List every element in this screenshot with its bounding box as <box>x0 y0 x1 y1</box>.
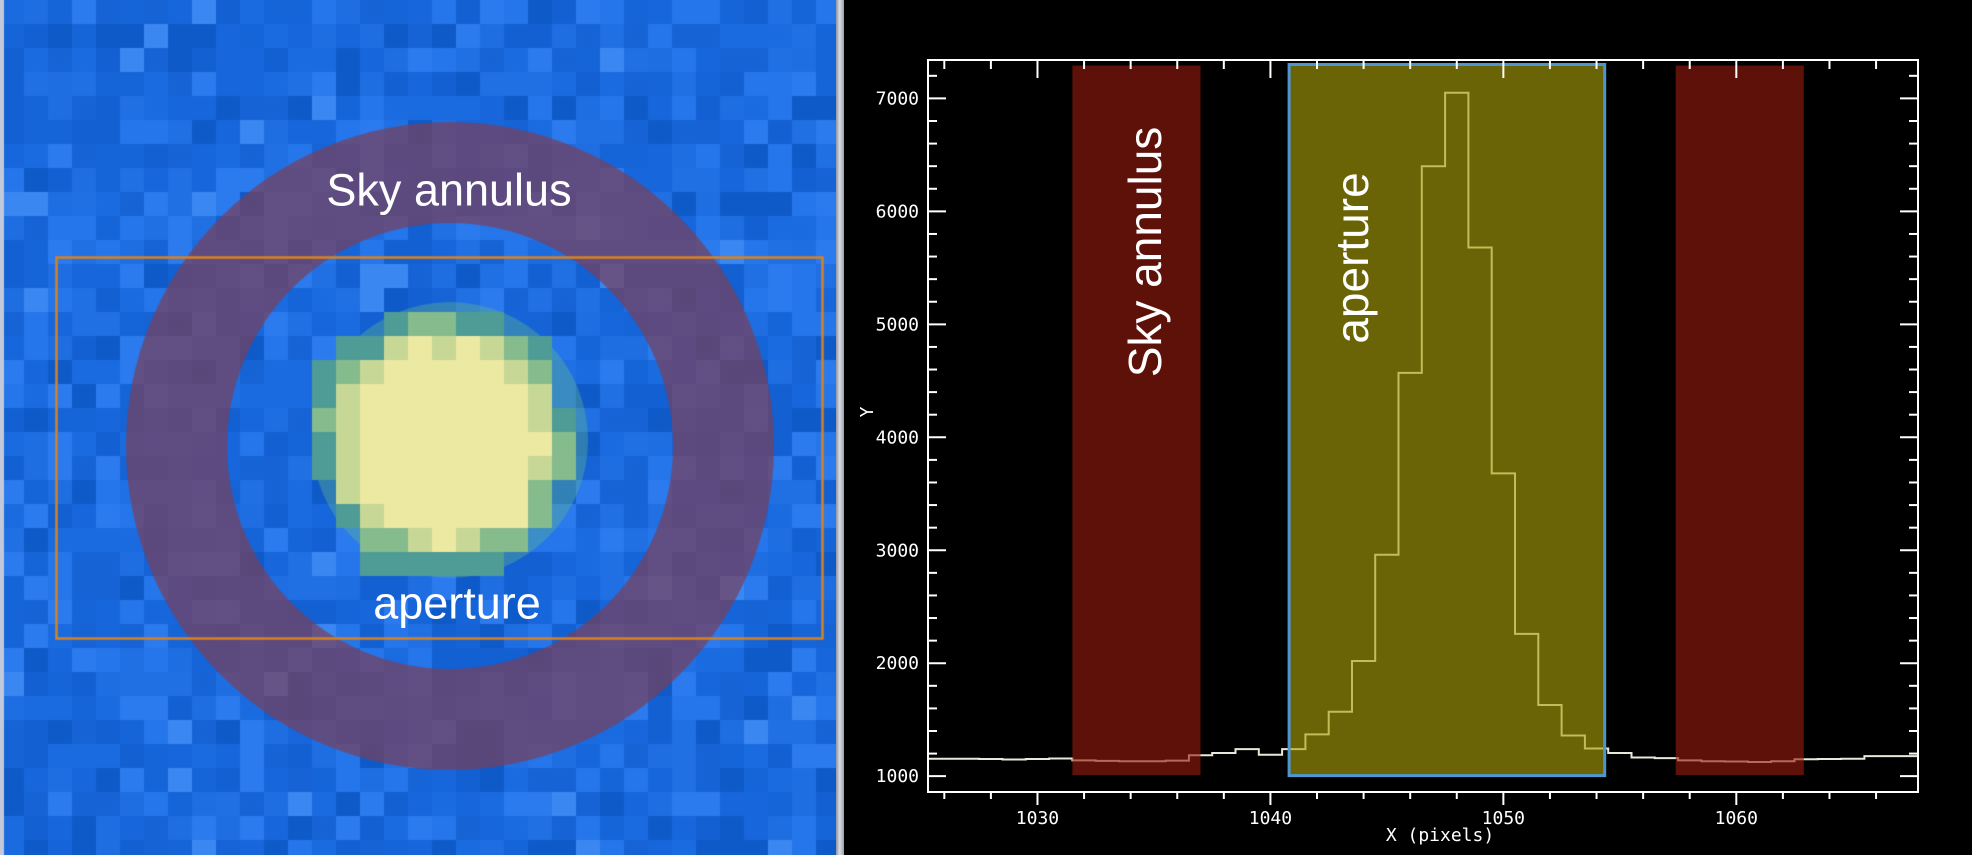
ccd-image-panel: Sky annulus aperture <box>0 0 836 855</box>
svg-text:1030: 1030 <box>1016 808 1059 829</box>
svg-text:1000: 1000 <box>876 766 919 787</box>
svg-text:6000: 6000 <box>876 201 919 222</box>
ccd-image-canvas <box>0 0 836 855</box>
svg-text:1040: 1040 <box>1249 808 1292 829</box>
sky-annulus-label-plot: Sky annulus <box>1119 126 1171 378</box>
y-axis-title: Y <box>857 406 878 418</box>
svg-text:5000: 5000 <box>876 314 919 335</box>
svg-text:7000: 7000 <box>876 88 919 109</box>
x-axis-title: X (pixels) <box>1385 825 1495 846</box>
profile-plot-panel: 1030 1040 1050 1060 1000 2000 3000 4000 5000 6000… <box>844 0 1972 855</box>
aperture-label-image: aperture <box>373 577 541 629</box>
profile-plot: 1030 1040 1050 1060 1000 2000 3000 4000 5000 6000… <box>844 0 1972 855</box>
aperture-label-plot: aperture <box>1326 172 1378 344</box>
svg-text:2000: 2000 <box>876 653 919 674</box>
svg-text:1060: 1060 <box>1715 808 1758 829</box>
svg-text:1050: 1050 <box>1482 808 1525 829</box>
panel-divider <box>836 0 844 855</box>
svg-text:3000: 3000 <box>876 540 919 561</box>
svg-text:4000: 4000 <box>876 427 919 448</box>
sky-annulus-label-image: Sky annulus <box>326 164 572 216</box>
